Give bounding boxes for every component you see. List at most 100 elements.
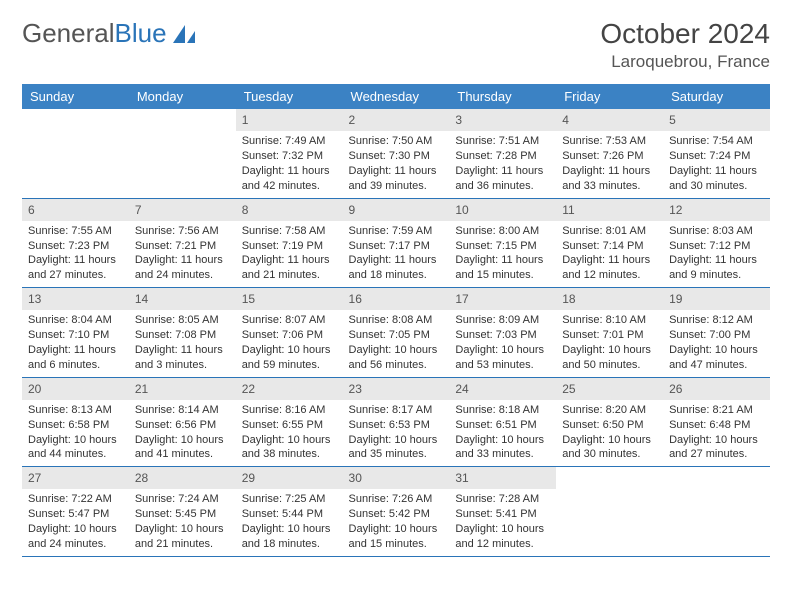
day-info: Sunrise: 7:26 AMSunset: 5:42 PMDaylight:… [343, 489, 450, 555]
calendar-cell [129, 109, 236, 198]
sunrise: Sunrise: 8:07 AM [242, 313, 337, 328]
sunrise: Sunrise: 7:53 AM [562, 134, 657, 149]
daylight: Daylight: 10 hours and 53 minutes. [455, 343, 550, 373]
daylight: Daylight: 10 hours and 44 minutes. [28, 433, 123, 463]
calendar-cell: 21Sunrise: 8:14 AMSunset: 6:56 PMDayligh… [129, 377, 236, 467]
day-number: 20 [22, 378, 129, 400]
daylight: Daylight: 11 hours and 6 minutes. [28, 343, 123, 373]
sunrise: Sunrise: 8:00 AM [455, 224, 550, 239]
daylight: Daylight: 10 hours and 27 minutes. [669, 433, 764, 463]
day-number: 13 [22, 288, 129, 310]
sunset: Sunset: 7:30 PM [349, 149, 444, 164]
weekday-header: Thursday [449, 84, 556, 109]
calendar-cell: 1Sunrise: 7:49 AMSunset: 7:32 PMDaylight… [236, 109, 343, 198]
day-number: 12 [663, 199, 770, 221]
calendar-cell: 28Sunrise: 7:24 AMSunset: 5:45 PMDayligh… [129, 467, 236, 557]
calendar-cell: 27Sunrise: 7:22 AMSunset: 5:47 PMDayligh… [22, 467, 129, 557]
day-number: 29 [236, 467, 343, 489]
day-number: 24 [449, 378, 556, 400]
title-block: October 2024 Laroquebrou, France [600, 18, 770, 72]
sunset: Sunset: 6:53 PM [349, 418, 444, 433]
sunrise: Sunrise: 8:14 AM [135, 403, 230, 418]
sunset: Sunset: 5:45 PM [135, 507, 230, 522]
day-info: Sunrise: 8:01 AMSunset: 7:14 PMDaylight:… [556, 221, 663, 287]
sunrise: Sunrise: 8:08 AM [349, 313, 444, 328]
daylight: Daylight: 10 hours and 47 minutes. [669, 343, 764, 373]
day-info: Sunrise: 7:49 AMSunset: 7:32 PMDaylight:… [236, 131, 343, 197]
calendar-cell: 12Sunrise: 8:03 AMSunset: 7:12 PMDayligh… [663, 198, 770, 288]
daylight: Daylight: 10 hours and 24 minutes. [28, 522, 123, 552]
daylight: Daylight: 11 hours and 21 minutes. [242, 253, 337, 283]
daylight: Daylight: 10 hours and 15 minutes. [349, 522, 444, 552]
day-number: 2 [343, 109, 450, 131]
day-number: 11 [556, 199, 663, 221]
calendar-cell: 5Sunrise: 7:54 AMSunset: 7:24 PMDaylight… [663, 109, 770, 198]
sunrise: Sunrise: 7:22 AM [28, 492, 123, 507]
sunrise: Sunrise: 8:04 AM [28, 313, 123, 328]
sunset: Sunset: 5:42 PM [349, 507, 444, 522]
sunrise: Sunrise: 7:28 AM [455, 492, 550, 507]
sunrise: Sunrise: 8:20 AM [562, 403, 657, 418]
sunset: Sunset: 7:28 PM [455, 149, 550, 164]
calendar-cell: 25Sunrise: 8:20 AMSunset: 6:50 PMDayligh… [556, 377, 663, 467]
calendar-cell: 9Sunrise: 7:59 AMSunset: 7:17 PMDaylight… [343, 198, 450, 288]
daylight: Daylight: 11 hours and 30 minutes. [669, 164, 764, 194]
daylight: Daylight: 10 hours and 50 minutes. [562, 343, 657, 373]
logo-sail-icon [171, 23, 197, 45]
logo: GeneralBlue [22, 18, 197, 49]
daylight: Daylight: 10 hours and 33 minutes. [455, 433, 550, 463]
day-info: Sunrise: 8:07 AMSunset: 7:06 PMDaylight:… [236, 310, 343, 376]
sunset: Sunset: 7:15 PM [455, 239, 550, 254]
calendar-body: 1Sunrise: 7:49 AMSunset: 7:32 PMDaylight… [22, 109, 770, 556]
calendar-cell: 15Sunrise: 8:07 AMSunset: 7:06 PMDayligh… [236, 288, 343, 378]
sunset: Sunset: 7:32 PM [242, 149, 337, 164]
calendar-row: 27Sunrise: 7:22 AMSunset: 5:47 PMDayligh… [22, 467, 770, 557]
calendar-cell: 4Sunrise: 7:53 AMSunset: 7:26 PMDaylight… [556, 109, 663, 198]
day-number: 16 [343, 288, 450, 310]
day-info: Sunrise: 7:25 AMSunset: 5:44 PMDaylight:… [236, 489, 343, 555]
sunrise: Sunrise: 8:21 AM [669, 403, 764, 418]
calendar-cell: 10Sunrise: 8:00 AMSunset: 7:15 PMDayligh… [449, 198, 556, 288]
sunset: Sunset: 7:14 PM [562, 239, 657, 254]
location: Laroquebrou, France [600, 52, 770, 72]
sunset: Sunset: 7:19 PM [242, 239, 337, 254]
daylight: Daylight: 10 hours and 30 minutes. [562, 433, 657, 463]
day-info: Sunrise: 7:53 AMSunset: 7:26 PMDaylight:… [556, 131, 663, 197]
calendar-row: 6Sunrise: 7:55 AMSunset: 7:23 PMDaylight… [22, 198, 770, 288]
day-info: Sunrise: 7:28 AMSunset: 5:41 PMDaylight:… [449, 489, 556, 555]
day-info: Sunrise: 8:21 AMSunset: 6:48 PMDaylight:… [663, 400, 770, 466]
day-number: 17 [449, 288, 556, 310]
sunrise: Sunrise: 7:59 AM [349, 224, 444, 239]
day-number: 19 [663, 288, 770, 310]
daylight: Daylight: 11 hours and 27 minutes. [28, 253, 123, 283]
day-info: Sunrise: 8:04 AMSunset: 7:10 PMDaylight:… [22, 310, 129, 376]
weekday-header: Saturday [663, 84, 770, 109]
sunset: Sunset: 6:56 PM [135, 418, 230, 433]
daylight: Daylight: 11 hours and 3 minutes. [135, 343, 230, 373]
day-number: 4 [556, 109, 663, 131]
calendar-row: 20Sunrise: 8:13 AMSunset: 6:58 PMDayligh… [22, 377, 770, 467]
daylight: Daylight: 10 hours and 12 minutes. [455, 522, 550, 552]
calendar-cell: 23Sunrise: 8:17 AMSunset: 6:53 PMDayligh… [343, 377, 450, 467]
day-number: 30 [343, 467, 450, 489]
daylight: Daylight: 11 hours and 36 minutes. [455, 164, 550, 194]
sunrise: Sunrise: 8:17 AM [349, 403, 444, 418]
calendar-cell: 31Sunrise: 7:28 AMSunset: 5:41 PMDayligh… [449, 467, 556, 557]
sunrise: Sunrise: 8:16 AM [242, 403, 337, 418]
sunset: Sunset: 5:41 PM [455, 507, 550, 522]
calendar-cell: 20Sunrise: 8:13 AMSunset: 6:58 PMDayligh… [22, 377, 129, 467]
day-number: 25 [556, 378, 663, 400]
day-info: Sunrise: 8:13 AMSunset: 6:58 PMDaylight:… [22, 400, 129, 466]
calendar-cell: 14Sunrise: 8:05 AMSunset: 7:08 PMDayligh… [129, 288, 236, 378]
daylight: Daylight: 11 hours and 39 minutes. [349, 164, 444, 194]
calendar-cell: 24Sunrise: 8:18 AMSunset: 6:51 PMDayligh… [449, 377, 556, 467]
weekday-header: Sunday [22, 84, 129, 109]
daylight: Daylight: 11 hours and 18 minutes. [349, 253, 444, 283]
sunset: Sunset: 7:24 PM [669, 149, 764, 164]
calendar-cell: 17Sunrise: 8:09 AMSunset: 7:03 PMDayligh… [449, 288, 556, 378]
day-info: Sunrise: 7:58 AMSunset: 7:19 PMDaylight:… [236, 221, 343, 287]
sunrise: Sunrise: 8:09 AM [455, 313, 550, 328]
sunset: Sunset: 7:06 PM [242, 328, 337, 343]
calendar-cell: 8Sunrise: 7:58 AMSunset: 7:19 PMDaylight… [236, 198, 343, 288]
sunset: Sunset: 7:08 PM [135, 328, 230, 343]
